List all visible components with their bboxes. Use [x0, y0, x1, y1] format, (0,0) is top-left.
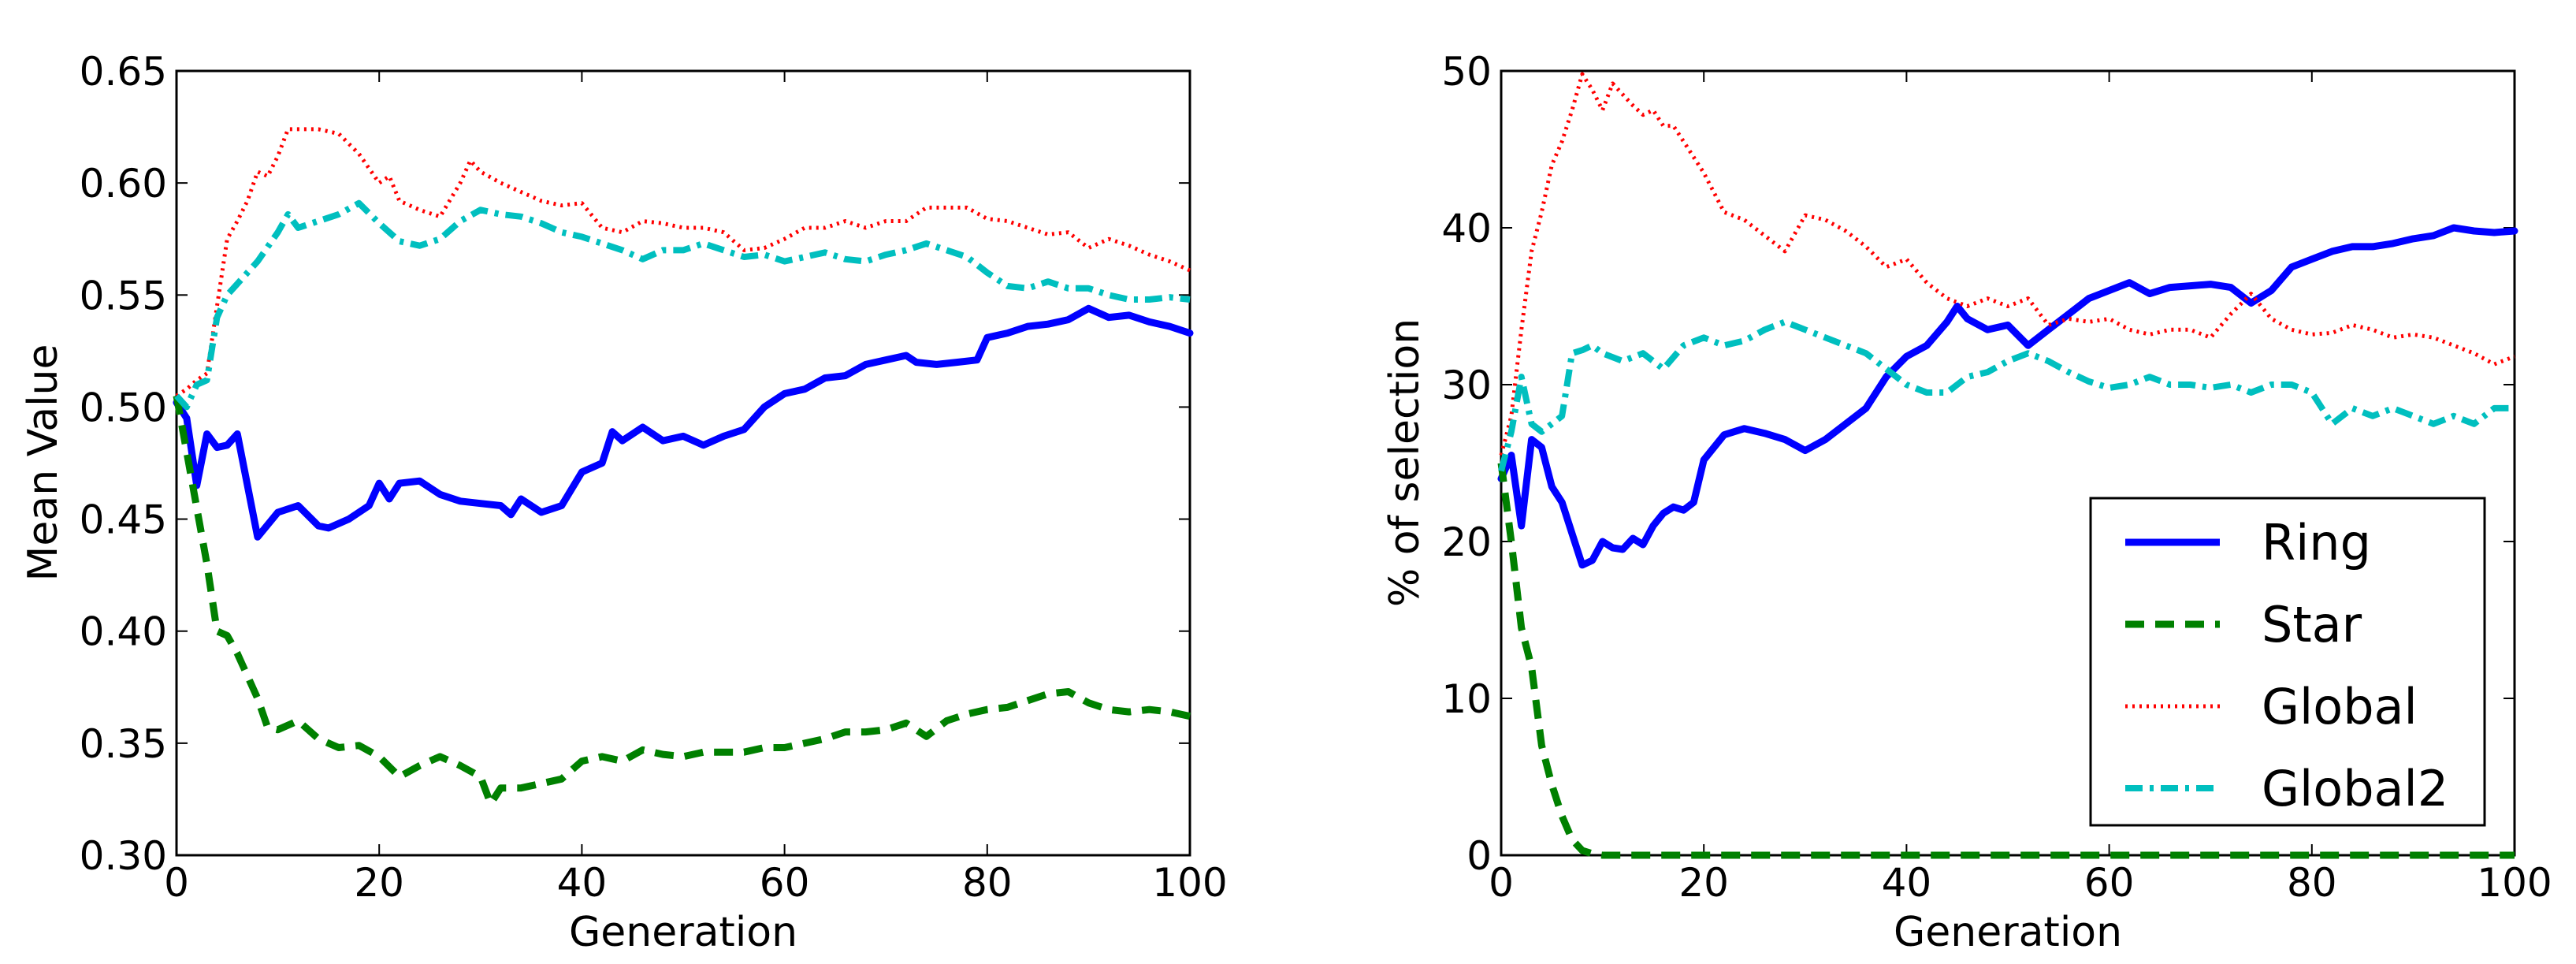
x-ticks: 0 20 40 60 80 100: [164, 71, 1228, 906]
series-layer: [173, 127, 1194, 808]
chart-left-mean-value: 0 20 40 60 80 100 0.30 0.35 0.40 0.45 0.50 0.55 0.6…: [20, 49, 1228, 956]
x-tick-label: 20: [354, 860, 404, 906]
y-tick-label: 40: [1441, 206, 1492, 251]
y-tick-label: 30: [1441, 363, 1492, 408]
x-tick-label: 60: [2084, 860, 2135, 906]
y-tick-label: 20: [1441, 519, 1492, 565]
x-tick-label: 100: [1152, 860, 1227, 906]
y-tick-label: 0: [1466, 833, 1492, 879]
x-tick-label: 80: [962, 860, 1013, 906]
series-line-star: [173, 395, 1191, 808]
y-axis-label: Mean Value: [20, 344, 67, 581]
x-tick-label: 40: [557, 860, 608, 906]
legend-label-ring: Ring: [2262, 514, 2371, 571]
y-ticks: 0.30 0.35 0.40 0.45 0.50 0.55 0.60 0.65: [80, 49, 1190, 879]
x-tick-label: 60: [760, 860, 810, 906]
x-tick-label: 20: [1678, 860, 1729, 906]
x-axis-label: Generation: [569, 909, 797, 956]
y-tick-label: 0.45: [80, 497, 167, 543]
y-ticks: 0 10 20 30 40 50: [1441, 49, 2515, 879]
y-tick-label: 0.30: [80, 833, 167, 879]
x-ticks: 0 20 40 60 80 100: [1489, 71, 2552, 906]
y-axis-label: % of selection: [1381, 318, 1429, 607]
series-line-ring: [1497, 224, 2518, 569]
y-tick-label: 50: [1441, 49, 1492, 95]
legend: Ring Star Global Global2: [2089, 497, 2486, 827]
series-line-ring: [173, 304, 1194, 541]
x-tick-label: 0: [164, 860, 189, 906]
legend-label-global2: Global2: [2262, 760, 2448, 817]
x-tick-label: 0: [1489, 860, 1514, 906]
legend-label-global: Global: [2262, 678, 2418, 735]
series-line-star: [1497, 462, 2515, 859]
y-tick-label: 0.55: [80, 273, 167, 318]
x-axis-label: Generation: [1894, 909, 2122, 956]
series-line-global2: [174, 199, 1191, 411]
x-tick-label: 40: [1882, 860, 1932, 906]
y-tick-label: 0.50: [80, 385, 167, 430]
series-layer: [1497, 72, 2518, 859]
y-tick-label: 10: [1441, 676, 1492, 722]
series-line-global2: [1498, 318, 2515, 472]
plot-frame: [175, 69, 1191, 857]
y-tick-label: 0.40: [80, 609, 167, 655]
y-tick-label: 0.65: [80, 49, 167, 95]
legend-label-star: Star: [2262, 596, 2362, 653]
y-tick-label: 0.60: [80, 161, 167, 207]
series-line-global: [1499, 72, 2515, 456]
x-tick-label: 80: [2287, 860, 2337, 906]
legend-box: [2089, 497, 2486, 827]
y-tick-label: 0.35: [80, 721, 167, 767]
chart-right-selection-percent: 0 20 40 60 80 100 0 10 20 30 40 50 Generation % of…: [1381, 49, 2552, 956]
x-tick-label: 100: [2477, 860, 2552, 906]
